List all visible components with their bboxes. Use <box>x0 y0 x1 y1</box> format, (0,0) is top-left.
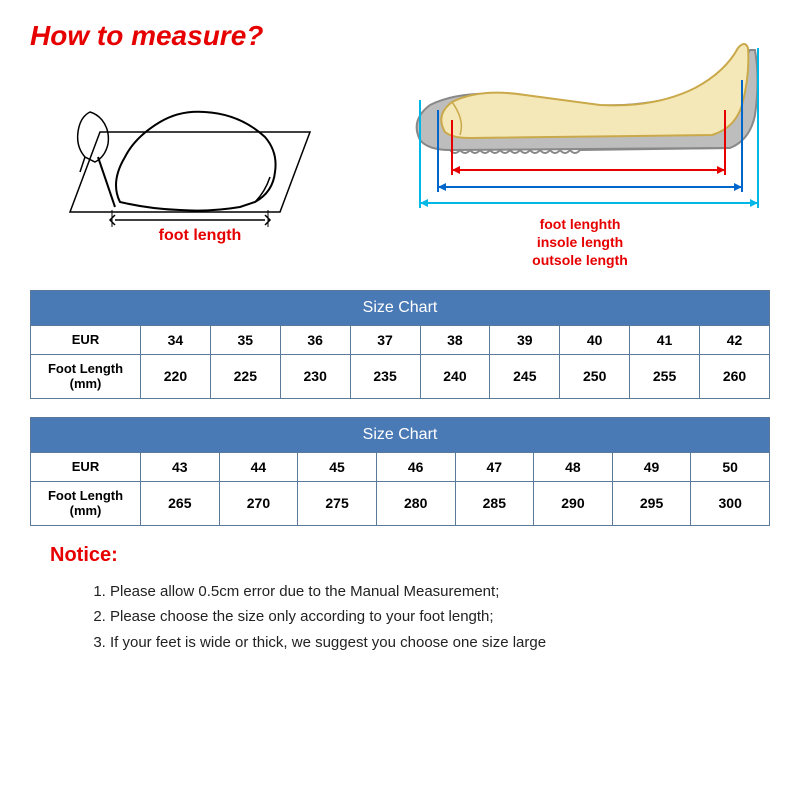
notice-title: Notice: <box>50 544 770 567</box>
cell: 275 <box>298 481 377 525</box>
cell: 290 <box>534 481 613 525</box>
cell: 49 <box>612 452 691 481</box>
row-label: EUR <box>31 325 141 354</box>
cell: 280 <box>376 481 455 525</box>
cell: 34 <box>141 325 211 354</box>
cell: 265 <box>141 481 220 525</box>
cell: 42 <box>700 325 770 354</box>
cell: 230 <box>280 354 350 398</box>
cell: 39 <box>490 325 560 354</box>
page-container: How to measure? <box>0 0 800 800</box>
size-chart-table-1: Size Chart EUR343536373839404142 Foot Le… <box>30 290 770 399</box>
table-header-row: Size Chart <box>31 290 770 325</box>
foot-trace-svg <box>30 62 330 232</box>
length-labels: foot lenghth insole length outsole lengt… <box>390 215 770 270</box>
cell: 270 <box>219 481 298 525</box>
row-label: Foot Length (mm) <box>31 481 141 525</box>
cell: 250 <box>560 354 630 398</box>
size-tables: Size Chart EUR343536373839404142 Foot Le… <box>30 290 770 526</box>
cell: 35 <box>210 325 280 354</box>
table-title: Size Chart <box>31 417 770 452</box>
cell: 255 <box>630 354 700 398</box>
table-title: Size Chart <box>31 290 770 325</box>
cell: 45 <box>298 452 377 481</box>
cell: 38 <box>420 325 490 354</box>
cell: 235 <box>350 354 420 398</box>
cell: 36 <box>280 325 350 354</box>
cell: 40 <box>560 325 630 354</box>
cell: 44 <box>219 452 298 481</box>
cell: 300 <box>691 481 770 525</box>
cell: 47 <box>455 452 534 481</box>
cell: 46 <box>376 452 455 481</box>
notice-item: Please allow 0.5cm error due to the Manu… <box>110 579 770 605</box>
label-outsole-length: outsole length <box>390 251 770 269</box>
cell: 220 <box>141 354 211 398</box>
cell: 295 <box>612 481 691 525</box>
size-chart-table-2: Size Chart EUR4344454647484950 Foot Leng… <box>30 417 770 526</box>
foot-length-label: foot length <box>30 227 370 245</box>
cell: 50 <box>691 452 770 481</box>
cell: 43 <box>141 452 220 481</box>
shoe-profile-svg <box>390 20 770 220</box>
cell: 245 <box>490 354 560 398</box>
cell: 37 <box>350 325 420 354</box>
diagrams-row: How to measure? <box>30 20 770 270</box>
page-title: How to measure? <box>30 20 370 52</box>
measure-diagram-right: foot lenghth insole length outsole lengt… <box>390 20 770 270</box>
cell: 240 <box>420 354 490 398</box>
foot-trace-illustration: foot length <box>30 62 370 245</box>
shoe-profile-illustration: foot lenghth insole length outsole lengt… <box>390 20 770 270</box>
notice-list: Please allow 0.5cm error due to the Manu… <box>50 579 770 656</box>
cell: 225 <box>210 354 280 398</box>
label-foot-length: foot lenghth <box>390 215 770 233</box>
label-insole-length: insole length <box>390 233 770 251</box>
cell: 41 <box>630 325 700 354</box>
table-row: EUR343536373839404142 <box>31 325 770 354</box>
cell: 48 <box>534 452 613 481</box>
notice-section: Notice: Please allow 0.5cm error due to … <box>30 544 770 656</box>
cell: 285 <box>455 481 534 525</box>
table-header-row: Size Chart <box>31 417 770 452</box>
row-label: Foot Length (mm) <box>31 354 141 398</box>
row-label: EUR <box>31 452 141 481</box>
table-row: Foot Length (mm)265270275280285290295300 <box>31 481 770 525</box>
table-row: Foot Length (mm)220225230235240245250255… <box>31 354 770 398</box>
measure-diagram-left: How to measure? <box>30 20 370 270</box>
table-row: EUR4344454647484950 <box>31 452 770 481</box>
notice-item: If your feet is wide or thick, we sugges… <box>110 630 770 656</box>
notice-item: Please choose the size only according to… <box>110 604 770 630</box>
cell: 260 <box>700 354 770 398</box>
